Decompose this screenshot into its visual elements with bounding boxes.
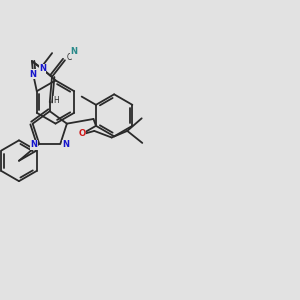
Text: H: H: [53, 96, 59, 105]
Text: N: N: [39, 64, 46, 73]
Text: C: C: [67, 53, 72, 62]
Text: N: N: [30, 70, 37, 79]
Text: N: N: [30, 140, 37, 149]
Text: N: N: [62, 140, 69, 149]
Text: O: O: [78, 129, 85, 138]
Text: N: N: [70, 47, 77, 56]
